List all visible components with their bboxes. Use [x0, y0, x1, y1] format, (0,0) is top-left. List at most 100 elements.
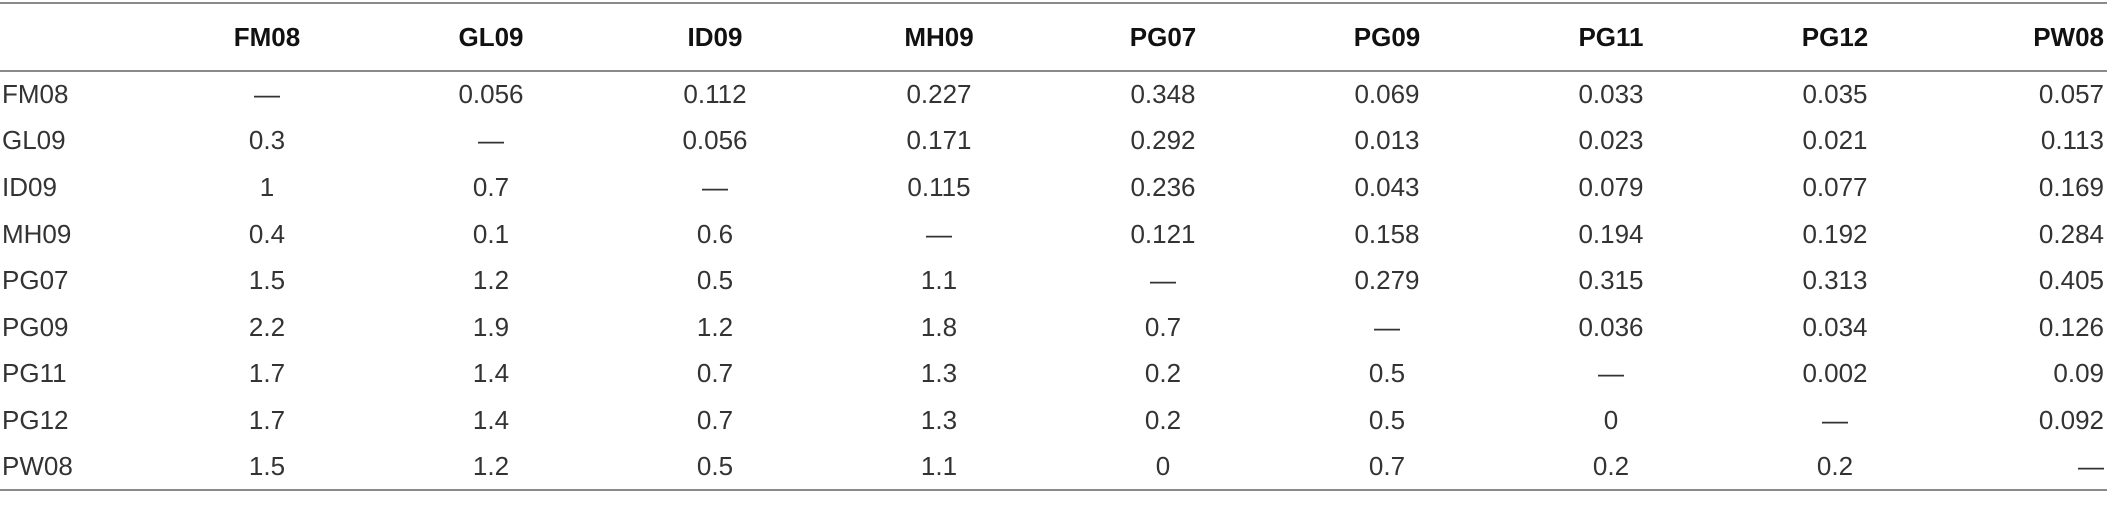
table-cell: 1.7	[248, 358, 286, 389]
table-row: PG09 2.2 1.9 1.2 1.8 0.7 — 0.036 0.034 0.126	[0, 304, 2107, 351]
table-cell: —	[1150, 265, 1176, 296]
table-cell: —	[1822, 404, 1848, 435]
table-cell: 0	[1603, 404, 1619, 435]
row-label: ID09	[2, 171, 57, 202]
table-cell: —	[2078, 451, 2104, 482]
table-row: PW08 1.5 1.2 0.5 1.1 0 0.7 0.2 0.2 —	[0, 444, 2107, 491]
table-cell: 0.112	[683, 79, 747, 110]
table-cell: 0.115	[907, 171, 971, 202]
table-cell: 1.4	[472, 404, 510, 435]
column-header: PG07	[1129, 21, 1197, 52]
table-cell: 0.09	[2053, 358, 2104, 389]
table-cell: 0.5	[1368, 404, 1406, 435]
table-cell: 1.2	[472, 451, 510, 482]
table-cell: 0.236	[1130, 171, 1196, 202]
table-header: FM08 GL09 ID09 MH09 PG07 PG09 PG11 PG12 PW08	[0, 3, 2107, 71]
row-label: PG07	[2, 265, 69, 296]
table-cell: 1.5	[248, 265, 286, 296]
table-cell: 0.036	[1578, 311, 1644, 342]
table-cell: 0.5	[696, 265, 734, 296]
table-row: GL09 0.3 — 0.056 0.171 0.292 0.013 0.023 0.021 0.…	[0, 118, 2107, 165]
table-cell: 0	[1155, 451, 1171, 482]
table-row: ID09 1 0.7 — 0.115 0.236 0.043 0.079 0.077 0.169	[0, 164, 2107, 211]
table-cell: 0.171	[906, 125, 972, 156]
table-cell: 0.035	[1802, 79, 1868, 110]
table-cell: 0.169	[2038, 171, 2104, 202]
table-cell: 0.113	[2040, 125, 2104, 156]
table-cell: —	[1374, 311, 1400, 342]
row-label: PG09	[2, 311, 69, 342]
table-cell: 1.1	[920, 451, 958, 482]
table-cell: 0.405	[2038, 265, 2104, 296]
table-cell: 0.056	[458, 79, 524, 110]
row-label: PG12	[2, 404, 69, 435]
table-cell: 0.158	[1354, 218, 1420, 249]
row-label: GL09	[2, 125, 66, 156]
data-table: FM08 GL09 ID09 MH09 PG07 PG09 PG11 PG12 PW08 FM0…	[0, 2, 2107, 491]
row-label: MH09	[2, 218, 72, 249]
table-body: FM08 — 0.056 0.112 0.227 0.348 0.069 0.033 0.035…	[0, 71, 2107, 491]
table-cell: 0.5	[1368, 358, 1406, 389]
table-cell: 1.2	[472, 265, 510, 296]
table-cell: 0.6	[696, 218, 734, 249]
table-cell: 0.021	[1802, 125, 1868, 156]
table-cell: 0.079	[1578, 171, 1644, 202]
column-header: PG09	[1353, 21, 1421, 52]
table-row: FM08 — 0.056 0.112 0.227 0.348 0.069 0.033 0.035…	[0, 71, 2107, 118]
row-label: FM08	[2, 79, 69, 110]
table-cell: 2.2	[248, 311, 286, 342]
column-header: PW08	[2033, 21, 2104, 52]
table-cell: 1.8	[920, 311, 958, 342]
table-cell: 0.2	[1144, 404, 1182, 435]
column-header: PG11	[1578, 21, 1644, 52]
table-cell: 1.7	[248, 404, 286, 435]
table-cell: 0.069	[1354, 79, 1420, 110]
table-cell: 0.315	[1578, 265, 1644, 296]
table-cell: 0.279	[1354, 265, 1420, 296]
table-cell: 0.5	[696, 451, 734, 482]
column-header: FM08	[233, 21, 301, 52]
table-cell: —	[926, 218, 952, 249]
table-cell: 1.1	[920, 265, 958, 296]
column-header: GL09	[458, 21, 524, 52]
table-cell: 1.2	[696, 311, 734, 342]
header-row: FM08 GL09 ID09 MH09 PG07 PG09 PG11 PG12 PW08	[0, 3, 2107, 71]
row-label: PW08	[2, 451, 73, 482]
table-cell: 0.4	[248, 218, 286, 249]
table-cell: 0.077	[1802, 171, 1868, 202]
table-cell: 1.9	[472, 311, 510, 342]
corner-cell	[0, 3, 155, 71]
table-cell: 0.192	[1802, 218, 1868, 249]
table-cell: 0.056	[682, 125, 748, 156]
table-cell: 0.284	[2038, 218, 2104, 249]
table-row: MH09 0.4 0.1 0.6 — 0.121 0.158 0.194 0.192 0.284	[0, 211, 2107, 258]
table-cell: —	[1598, 358, 1624, 389]
table-cell: 0.7	[696, 404, 734, 435]
table-cell: 0.3	[248, 125, 286, 156]
table-cell: 0.194	[1578, 218, 1644, 249]
table-cell: 0.1	[472, 218, 510, 249]
column-header: PG12	[1801, 21, 1869, 52]
table-cell: 0.002	[1802, 358, 1868, 389]
table-cell: 0.2	[1592, 451, 1630, 482]
table-cell: 0.313	[1802, 265, 1868, 296]
table-cell: 1	[259, 171, 275, 202]
table-cell: 0.034	[1802, 311, 1868, 342]
table-cell: 0.013	[1354, 125, 1420, 156]
table-cell: —	[254, 79, 280, 110]
table-cell: 0.348	[1130, 79, 1196, 110]
table-row: PG12 1.7 1.4 0.7 1.3 0.2 0.5 0 — 0.092	[0, 397, 2107, 444]
table-cell: 0.092	[2038, 404, 2104, 435]
table-cell: 0.043	[1354, 171, 1420, 202]
table-cell: 0.2	[1816, 451, 1854, 482]
table-cell: 1.3	[920, 404, 958, 435]
table-cell: 0.7	[696, 358, 734, 389]
table-cell: 0.121	[1130, 218, 1196, 249]
table-cell: 0.292	[1130, 125, 1196, 156]
table-cell: —	[478, 125, 504, 156]
table-cell: —	[702, 171, 728, 202]
row-label: PG11	[2, 358, 67, 389]
table-cell: 0.227	[906, 79, 972, 110]
table-cell: 0.7	[472, 171, 510, 202]
